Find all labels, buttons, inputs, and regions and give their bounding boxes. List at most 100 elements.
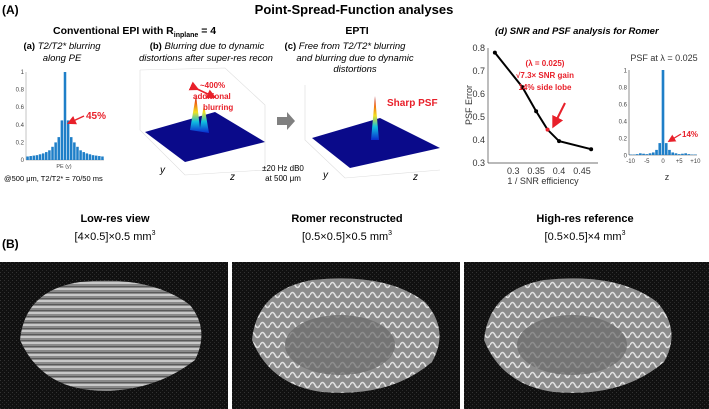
panel-d-line-chart: 0.3 0.4 0.5 0.6 0.7 0.8 0.3 0.35 0.4 0.45 — [472, 43, 598, 176]
bar — [88, 154, 92, 160]
data-point — [557, 139, 562, 144]
panel-d-xlabel: 1 / SNR efficiency — [507, 176, 579, 186]
low-res-brain-image — [20, 280, 202, 391]
x-tick-label: 0.3 — [507, 166, 520, 176]
bar — [664, 143, 668, 155]
y-tick-label: 0.4 — [16, 123, 25, 129]
x-tick-label: 0.45 — [573, 166, 591, 176]
y-tick-label: 0.5 — [472, 112, 485, 122]
panel-a-annotation: 45% — [86, 111, 106, 122]
epti-header: EPTI — [345, 25, 368, 37]
bar — [51, 146, 54, 160]
y-tick-label: 0.2 — [619, 137, 628, 143]
panel-b-surface — [145, 112, 265, 162]
x-tick-label: +5 — [676, 159, 684, 165]
panel-b-annotation-3: blurring — [203, 103, 233, 112]
bar — [26, 156, 29, 160]
y-tick-label: 0.4 — [619, 120, 628, 126]
image-3-dims: [0.5×0.5]×4 mm3 — [545, 230, 626, 243]
panel-c-title-line3: distortions — [333, 64, 377, 75]
x-tick-label: 0 — [661, 159, 665, 165]
bar — [45, 152, 48, 160]
bar — [63, 72, 67, 160]
y-tick-label: 0.4 — [472, 135, 485, 145]
bar — [69, 137, 73, 160]
grey-arrow-icon — [277, 112, 295, 130]
data-point — [534, 109, 539, 114]
panel-a: (a) T2/T2* blurring along PE 00.20.40.60… — [4, 41, 106, 183]
image-2-dims: [0.5×0.5]×0.5 mm3 — [302, 230, 392, 243]
bar — [668, 149, 671, 155]
panel-c-title-line2: and blurring due to dynamic — [296, 53, 413, 64]
panel-B-label: (B) — [2, 237, 19, 251]
panel-c: (c) Free from T2/T2* blurring and blurri… — [285, 41, 441, 183]
y-tick-label: 0.6 — [472, 89, 485, 99]
panel-c-annotation: Sharp PSF — [387, 98, 438, 109]
panel-d: (d) SNR and PSF analysis for Romer 0.30.… — [464, 26, 701, 186]
panel-c-title-line1: (c) Free from T2/T2* blurring — [285, 41, 407, 52]
bar — [38, 154, 42, 160]
panel-a-bar-chart: 0 0.2 0.4 0.6 0.8 1 — [16, 70, 104, 164]
bar — [60, 120, 64, 160]
panel-d-annotation-1: (λ = 0.025) — [526, 59, 565, 68]
bar — [671, 152, 675, 155]
panel-c-3d-axes — [304, 85, 441, 179]
y-tick-label: 0.6 — [619, 103, 628, 109]
bar — [684, 153, 687, 155]
panel-b-double-arrow — [188, 81, 217, 99]
panel-b-title-line1: (b) Blurring due to dynamic — [150, 41, 265, 52]
data-point — [589, 147, 594, 152]
panel-B-image-3: High-res reference [0.5×0.5]×4 mm3 — [464, 213, 709, 409]
psf-arrow — [667, 133, 682, 143]
bar — [82, 152, 85, 160]
data-point — [492, 50, 497, 55]
panel-b-annotation-1: ~400% — [200, 81, 225, 90]
bar — [73, 142, 76, 160]
psf-title: PSF at λ = 0.025 — [630, 53, 697, 63]
x-tick-label: -10 — [626, 159, 635, 165]
bar — [661, 70, 665, 155]
panel-d-arrow — [552, 102, 566, 129]
panel-b-title-line2: distortions after super-res recon — [139, 53, 273, 64]
bar — [66, 120, 70, 160]
x-tick-label: 0.4 — [553, 166, 566, 176]
series-line — [494, 51, 592, 151]
panel-a-footnote: @500 μm, T2/T2* = 70/50 ms — [4, 174, 103, 183]
panel-c-axis-y: y — [322, 170, 329, 181]
panel-c-axis-z: z — [412, 172, 418, 183]
figure-title: Point-Spread-Function analyses — [255, 2, 454, 17]
y-tick-label: 0.2 — [16, 140, 25, 146]
bar — [32, 155, 36, 160]
bar — [101, 156, 104, 160]
bar — [687, 154, 691, 155]
bar — [85, 153, 89, 160]
psf-annotation: 14% — [682, 130, 698, 139]
y-tick-label: 0.6 — [16, 105, 25, 111]
bar — [674, 153, 678, 155]
panel-A-label: (A) — [2, 3, 19, 17]
panel-c-surface — [312, 118, 440, 168]
bar — [48, 150, 51, 160]
panel-a-arrow — [66, 115, 85, 125]
bar — [79, 150, 82, 160]
panel-b-axis-y: y — [159, 165, 166, 176]
bar — [655, 149, 658, 155]
y-tick-label: 1 — [21, 70, 25, 76]
panel-d-annotation-2: √7.3× SNR gain — [516, 71, 574, 80]
bar — [29, 156, 32, 160]
bar — [651, 152, 655, 155]
bar — [57, 137, 61, 160]
bar — [91, 155, 95, 160]
x-tick-label: +10 — [690, 159, 701, 165]
bar — [645, 154, 649, 155]
bar — [76, 146, 79, 160]
image-1-dims: [4×0.5]×0.5 mm3 — [75, 230, 156, 243]
panel-b-axis-z: z — [229, 172, 235, 183]
panel-B-image-1: Low-res view [4×0.5]×0.5 mm3 — [0, 213, 228, 409]
bar — [54, 142, 57, 160]
bar — [94, 155, 98, 160]
image-1-title: Low-res view — [80, 213, 150, 225]
bar — [658, 143, 662, 155]
